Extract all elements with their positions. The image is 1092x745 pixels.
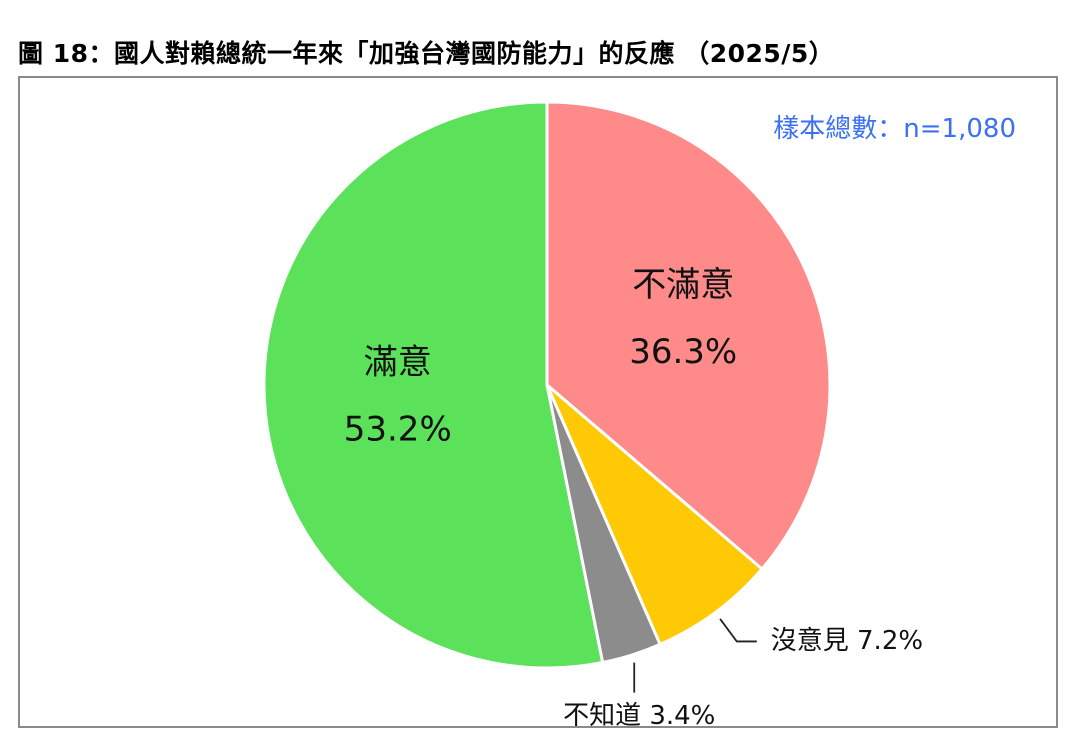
data-label-no_opinion: 沒意見 7.2% bbox=[771, 626, 923, 656]
data-label-satisfied: 53.2% bbox=[344, 409, 452, 449]
slice-label-satisfied: 滿意 bbox=[364, 342, 432, 382]
data-label-dissatisfied: 36.3% bbox=[629, 332, 737, 372]
leader-line-no_opinion bbox=[719, 618, 757, 643]
sample-size-note: 樣本總數：n=1,080 bbox=[773, 114, 1016, 144]
figure-title: 圖 18：國人對賴總統一年來「加強台灣國防能力」的反應 （2025/5） bbox=[18, 39, 835, 68]
pie-chart: 不滿意 36.3% 沒意見 7.2% 不知道 3.4% 滿意 53.2% bbox=[262, 100, 923, 726]
slice-label-dissatisfied: 不滿意 bbox=[632, 265, 734, 305]
pie-slice-satisfied bbox=[262, 100, 605, 670]
data-label-dont_know: 不知道 3.4% bbox=[563, 701, 715, 726]
chart-frame: 樣本總數：n=1,080 不滿意 36.3% 沒意見 7.2% 不知道 3.4% 滿意 5… bbox=[18, 76, 1058, 728]
pie-slice-dissatisfied bbox=[545, 100, 832, 571]
pie-slice-no_opinion bbox=[545, 383, 764, 646]
